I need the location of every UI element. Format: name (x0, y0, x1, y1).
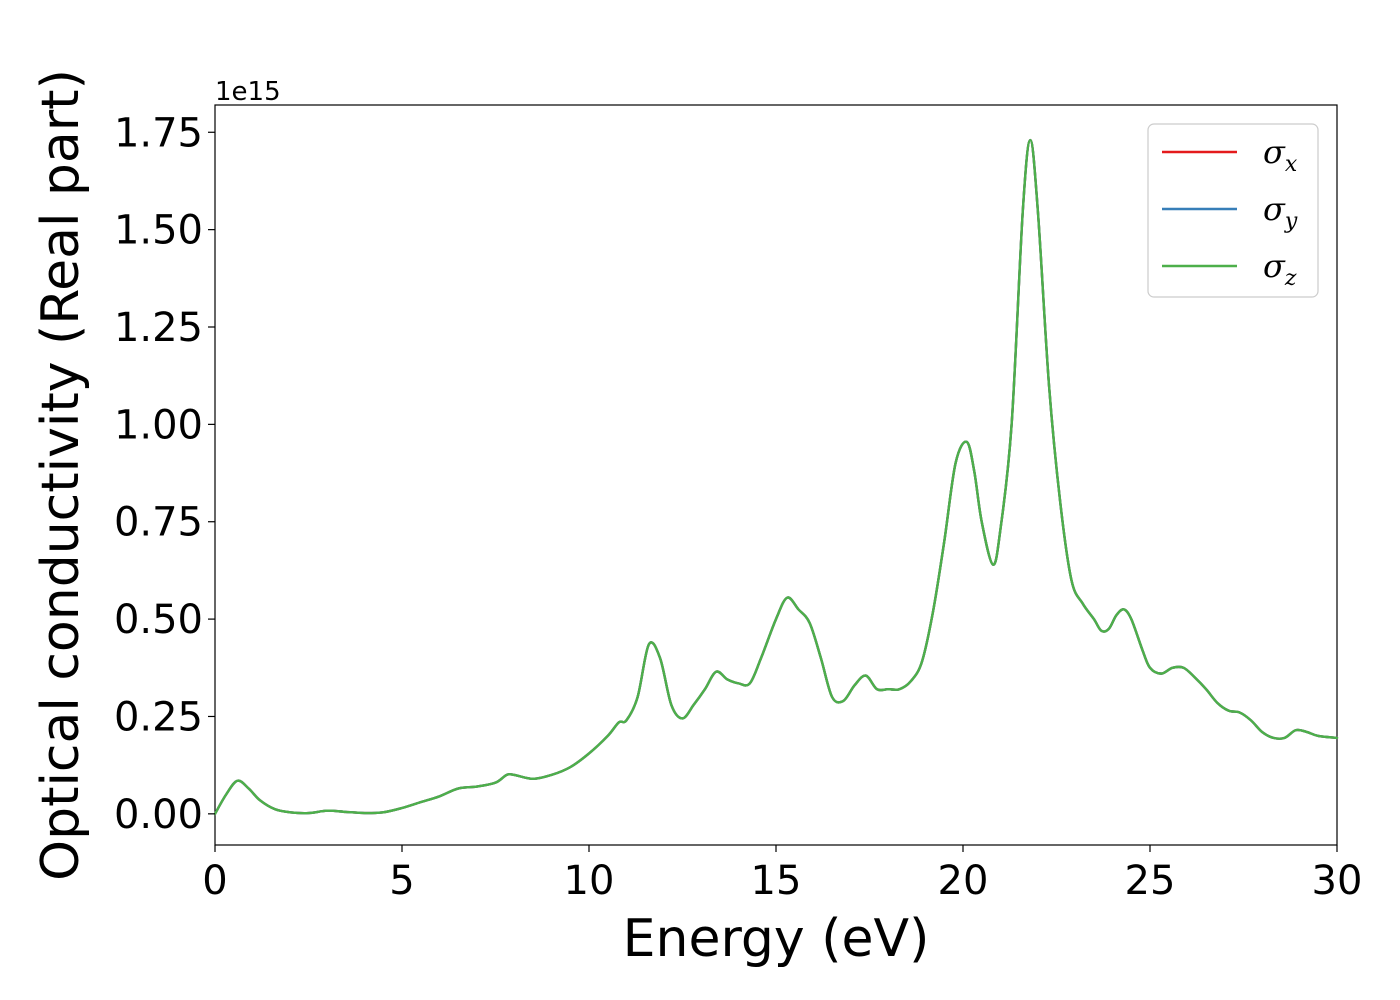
series-line-z (213, 138, 1339, 816)
y-tick-label: 0.50 (114, 597, 203, 643)
legend-label-y: σy (1263, 190, 1298, 234)
legend-box (1147, 123, 1319, 298)
y-offset-label: 1e15 (215, 77, 281, 107)
y-tick-label: 0.00 (114, 792, 203, 838)
y-tick-label: 0.25 (114, 694, 203, 740)
x-tick-label: 25 (1125, 858, 1176, 904)
x-tick-label: 10 (564, 858, 615, 904)
legend-entries: σx σy σz (1162, 133, 1298, 291)
x-tick-label: 0 (202, 858, 227, 904)
legend-label-x: σx (1263, 133, 1298, 177)
legend-label-z: σz (1263, 247, 1297, 291)
x-tick-label: 15 (751, 858, 802, 904)
y-tick-label: 1.75 (114, 110, 203, 156)
y-tick-label: 1.50 (114, 208, 203, 254)
x-axis-title: Energy (eV) (623, 909, 930, 969)
series-layer (213, 138, 1339, 816)
legend: σx σy σz (1147, 123, 1319, 298)
x-tick-label: 20 (938, 858, 989, 904)
y-axis-title: Optical conductivity (Real part) (31, 69, 91, 881)
x-tick-label: 5 (389, 858, 414, 904)
x-tick-label: 30 (1312, 858, 1363, 904)
y-tick-label: 1.00 (114, 402, 203, 448)
x-axis: 0 5 10 15 20 25 30 (202, 845, 1362, 904)
y-tick-label: 1.25 (114, 305, 203, 351)
y-tick-label: 0.75 (114, 500, 203, 546)
y-axis: 0.00 0.25 0.50 0.75 1.00 1.25 1.50 1.75 (114, 110, 215, 838)
